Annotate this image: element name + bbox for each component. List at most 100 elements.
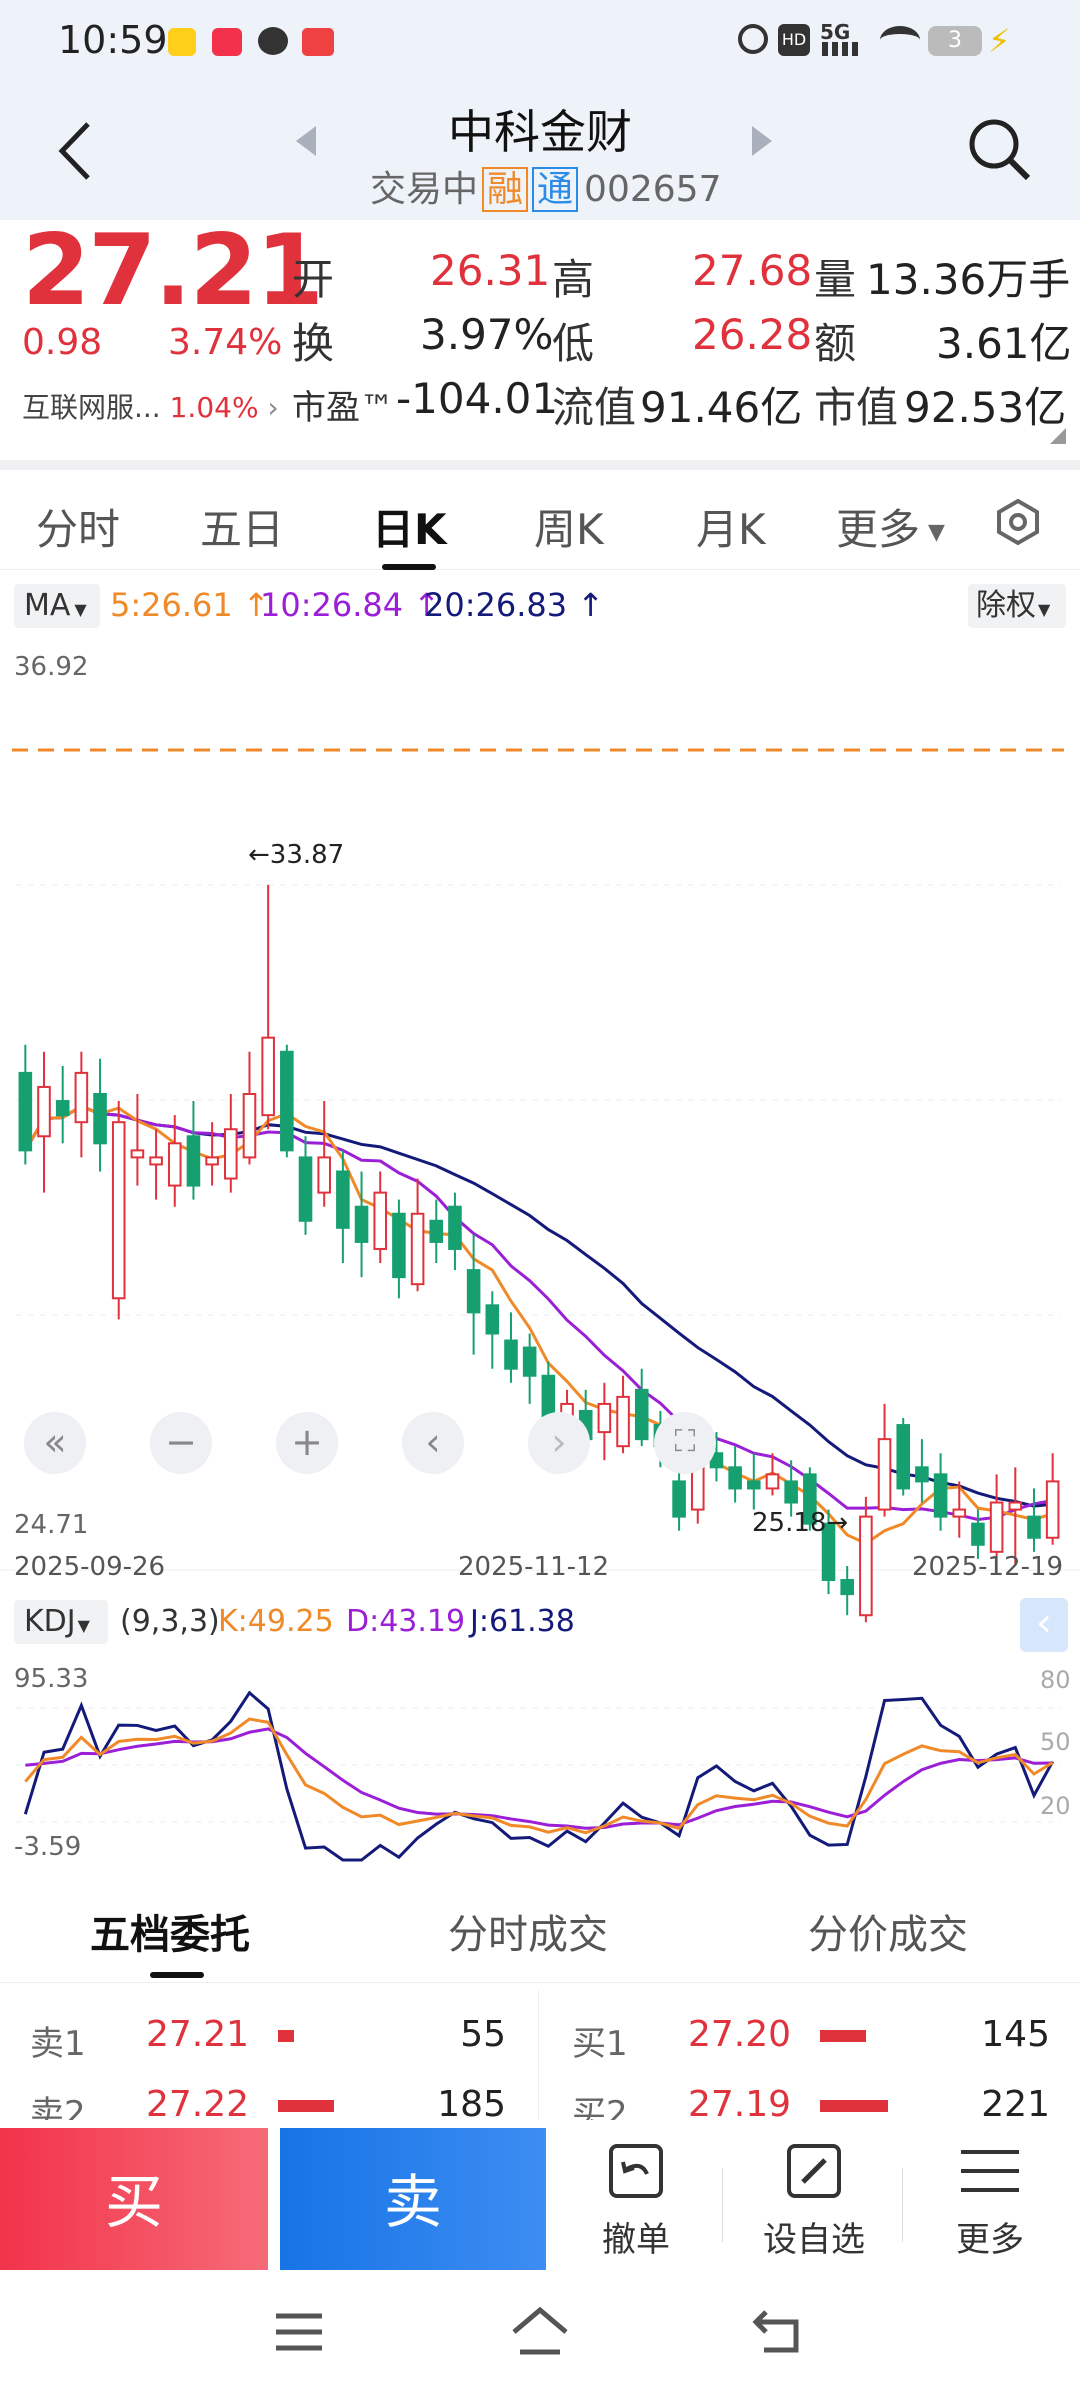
tab-price-trades[interactable]: 分价成交 [808, 1912, 968, 1958]
fullscreen-icon[interactable]: ⛶ [654, 1412, 716, 1474]
turnover-label: 换 [292, 319, 335, 368]
tab-rik[interactable]: 日K [372, 505, 447, 554]
kdj-d: D:43.19 [346, 1604, 466, 1639]
candle-body-35 [672, 1480, 686, 1518]
candle-body-23 [448, 1205, 462, 1250]
candle-body-42 [803, 1473, 817, 1525]
price-axis-bottom: 24.71 [14, 1510, 89, 1540]
search-icon[interactable] [966, 116, 1032, 182]
candle-body-49 [933, 1473, 948, 1518]
high-value: 27.68 [692, 246, 813, 295]
candle-body-16 [317, 1156, 331, 1194]
tab-fenshi[interactable]: 分时 [36, 505, 121, 554]
kdj-axis-20: 20 [1040, 1792, 1071, 1820]
candle-body-21 [410, 1212, 425, 1286]
high-label: 高 [552, 255, 595, 304]
candle-body-55 [1045, 1480, 1060, 1539]
sell-button[interactable]: 卖 [280, 2128, 546, 2276]
next-stock-icon[interactable] [750, 126, 772, 156]
volume-label: 量 [814, 255, 857, 304]
quote-panel: 27.21 0.98 3.74% 互联网服... 1.04% › 开 26.31… [0, 214, 1080, 460]
candle-body-22 [429, 1219, 444, 1243]
add-watchlist-label: 设自选 [763, 2220, 865, 2260]
add-watchlist-button[interactable]: 设自选 [740, 2140, 888, 2270]
back-icon[interactable] [56, 120, 96, 182]
candle-body-6 [130, 1149, 145, 1159]
more-actions-button[interactable]: 更多 [920, 2140, 1060, 2270]
scroll-right-button[interactable]: › [528, 1412, 590, 1474]
collapse-panel-button[interactable]: ‹ [1020, 1598, 1068, 1652]
open-value: 26.31 [430, 246, 551, 295]
tab-yuek[interactable]: 月K [696, 505, 766, 554]
low-value: 26.28 [692, 310, 813, 359]
turnover-value: 3.97% [420, 310, 554, 359]
adjust-label: 除权 [976, 588, 1036, 623]
caret-down-icon: ▼ [1038, 600, 1051, 619]
buy2-price: 27.19 [688, 2084, 792, 2125]
ma-selector-label: MA [24, 588, 71, 623]
scroll-to-start-button[interactable]: « [24, 1412, 86, 1474]
trading-status: 交易中 [370, 169, 479, 210]
candle-body-38 [728, 1466, 742, 1490]
kdj-j: J:61.38 [470, 1604, 575, 1639]
kdj-d-line [25, 1727, 1053, 1830]
kdj-params: (9,3,3) [120, 1604, 220, 1639]
back-nav-icon[interactable] [750, 2304, 810, 2358]
candle-body-40 [765, 1473, 780, 1490]
tab-time-trades[interactable]: 分时成交 [448, 1912, 608, 1958]
chevron-right-icon: › [267, 391, 279, 424]
scroll-left-button[interactable]: ‹ [402, 1412, 464, 1474]
high-annotation: ←33.87 [248, 840, 345, 870]
ma20-legend: 20:26.83 ↑ [424, 586, 604, 624]
tab-five-levels-indicator [150, 1972, 204, 1978]
ma-selector[interactable]: MA ▼ [14, 584, 100, 628]
zoom-out-button[interactable]: − [150, 1412, 212, 1474]
date-mid: 2025-11-12 [458, 1552, 610, 1582]
action-divider-2 [902, 2168, 903, 2242]
last-price: 27.21 [22, 214, 324, 328]
kdj-selector[interactable]: KDJ ▼ [14, 1600, 108, 1644]
tab-zhouk[interactable]: 周K [534, 505, 604, 554]
sell2-volume: 185 [437, 2084, 506, 2125]
candle-body-26 [504, 1339, 518, 1370]
signal-bars-icon [822, 42, 864, 56]
candle-body-33 [634, 1388, 649, 1441]
tab-wuri[interactable]: 五日 [200, 505, 285, 554]
menu-nav-icon[interactable] [272, 2310, 326, 2354]
date-end: 2025-12-19 [912, 1552, 1064, 1582]
home-nav-icon[interactable] [510, 2304, 570, 2358]
menu-icon [961, 2150, 1019, 2192]
buy2-bar [820, 2100, 888, 2112]
charging-icon: ⚡ [988, 22, 1011, 60]
candle-body-39 [747, 1480, 761, 1490]
sector-link[interactable]: 互联网服... 1.04% › [22, 386, 279, 426]
candle-body-13 [261, 1036, 275, 1117]
kline-chart-area[interactable]: MA ▼ 5:26.61 ↑ 10:26.84 ↑ 20:26.83 ↑ 除权 ▼ … [0, 570, 1080, 1890]
date-start: 2025-09-26 [14, 1552, 166, 1582]
buy1-price: 27.20 [688, 2014, 792, 2055]
candle-body-11 [224, 1128, 238, 1180]
adjust-selector[interactable]: 除权 ▼ [968, 584, 1066, 628]
candle-body-19 [373, 1191, 388, 1250]
settings-hexagon-icon[interactable] [994, 498, 1042, 546]
buy-button[interactable]: 买 [0, 2128, 268, 2276]
candle-body-48 [915, 1466, 929, 1483]
candle-body-46 [877, 1438, 892, 1511]
tab-five-levels[interactable]: 五档委托 [90, 1912, 250, 1958]
candle-body-25 [485, 1304, 500, 1335]
active-tab-indicator [382, 564, 436, 570]
zoom-in-button[interactable]: + [276, 1412, 338, 1474]
sell1-volume: 55 [460, 2014, 506, 2055]
trade-action-bar: 买 卖 撤单 设自选 更多 [0, 2120, 1080, 2276]
candle-body-52 [989, 1501, 1004, 1553]
prev-stock-icon[interactable] [296, 126, 318, 156]
meituan-icon [168, 28, 196, 56]
app-notify-icon [212, 28, 242, 56]
candle-body-54 [1027, 1515, 1041, 1539]
cancel-order-button[interactable]: 撤单 [568, 2140, 704, 2270]
low-annotation: 25.18→ [752, 1508, 849, 1538]
expand-corner-icon[interactable] [1050, 428, 1066, 444]
tab-more[interactable]: 更多 ▼ [836, 496, 945, 557]
battery-icon: 3 [928, 26, 982, 56]
order-book-center-divider [538, 1990, 539, 2120]
